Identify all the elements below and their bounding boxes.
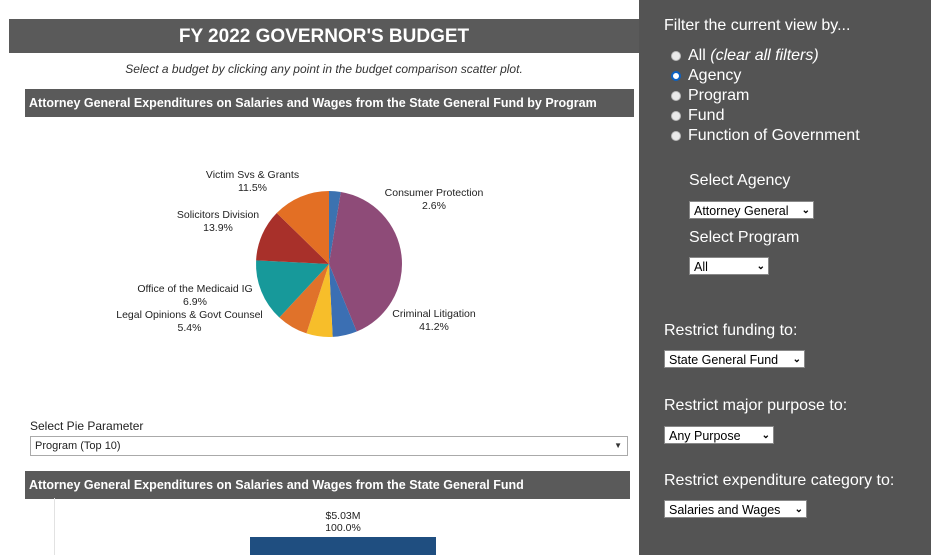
radio-circle-icon bbox=[671, 131, 681, 141]
purpose-select[interactable]: Any Purpose ⌄ bbox=[664, 426, 774, 444]
pie-param-select[interactable]: Program (Top 10) ▼ bbox=[30, 436, 628, 456]
radio-agency[interactable]: Agency bbox=[671, 67, 741, 85]
pie-label-name: Consumer Protection bbox=[384, 187, 484, 199]
pie-slice-0[interactable] bbox=[329, 191, 341, 264]
radio-program[interactable]: Program bbox=[671, 87, 749, 105]
select-program-label: Select Program bbox=[689, 229, 800, 246]
radio-selected-icon bbox=[671, 71, 681, 81]
pie-label-criminal-litigation: Criminal Litigation 41.2% bbox=[384, 308, 484, 334]
agency-select-value: Attorney General bbox=[694, 204, 789, 218]
pie-section-title: Attorney General Expenditures on Salarie… bbox=[25, 89, 634, 117]
chevron-down-icon: ⌄ bbox=[756, 261, 765, 272]
category-select[interactable]: Salaries and Wages ⌄ bbox=[664, 500, 807, 518]
main-panel: FY 2022 GOVERNOR'S BUDGET Select a budge… bbox=[0, 0, 639, 555]
pie-label-legal-opinions: Legal Opinions & Govt Counsel 5.4% bbox=[112, 309, 267, 335]
pie-label-pct: 11.5% bbox=[238, 182, 267, 194]
radio-circle-icon bbox=[671, 51, 681, 61]
pie-label-pct: 13.9% bbox=[203, 222, 233, 234]
radio-label: All bbox=[688, 47, 706, 64]
radio-label: Agency bbox=[688, 67, 742, 84]
bar-percent-label: 100.0% bbox=[325, 522, 361, 534]
program-pie-chart[interactable] bbox=[0, 0, 639, 420]
chevron-down-icon: ⌄ bbox=[761, 430, 770, 441]
pie-label-pct: 5.4% bbox=[177, 322, 202, 334]
pie-label-consumer-protection: Consumer Protection 2.6% bbox=[378, 187, 490, 213]
pie-label-pct: 6.9% bbox=[183, 296, 207, 308]
radio-function-of-government[interactable]: Function of Government bbox=[671, 127, 860, 145]
pie-label-victim-svs: Victim Svs & Grants 11.5% bbox=[200, 169, 305, 195]
radio-circle-icon bbox=[671, 111, 681, 121]
page-title: FY 2022 GOVERNOR'S BUDGET bbox=[9, 19, 639, 53]
purpose-select-value: Any Purpose bbox=[669, 429, 741, 443]
dropdown-arrow-icon: ▼ bbox=[614, 441, 622, 450]
pie-label-solicitors-division: Solicitors Division 13.9% bbox=[168, 209, 268, 235]
select-agency-label: Select Agency bbox=[689, 172, 791, 189]
chevron-down-icon: ⌄ bbox=[794, 504, 803, 515]
program-select-value: All bbox=[694, 260, 708, 274]
radio-label: Function of Government bbox=[688, 127, 860, 144]
pie-label-pct: 41.2% bbox=[419, 321, 449, 333]
chevron-down-icon: ⌄ bbox=[801, 205, 810, 216]
chevron-down-icon: ⌄ bbox=[792, 354, 801, 365]
pie-slice-4[interactable] bbox=[279, 264, 329, 334]
funding-label: Restrict funding to: bbox=[664, 322, 798, 339]
purpose-label: Restrict major purpose to: bbox=[664, 397, 848, 414]
radio-label: Program bbox=[688, 87, 750, 104]
radio-note: (clear all filters) bbox=[710, 47, 819, 64]
agency-select[interactable]: Attorney General ⌄ bbox=[689, 201, 814, 219]
pie-label-name: Legal Opinions & Govt Counsel bbox=[116, 309, 263, 321]
pie-slice-2[interactable] bbox=[329, 264, 357, 337]
funding-select-value: State General Fund bbox=[669, 353, 779, 367]
filter-title: Filter the current view by... bbox=[664, 17, 851, 34]
bar-mark[interactable] bbox=[250, 537, 436, 555]
bar-section-title: Attorney General Expenditures on Salarie… bbox=[25, 471, 630, 499]
pie-slice-5[interactable] bbox=[255, 260, 329, 318]
pie-slice-1[interactable] bbox=[329, 191, 403, 332]
pie-slice-7[interactable] bbox=[276, 191, 329, 264]
pie-slice-6[interactable] bbox=[256, 213, 329, 264]
page-subtitle: Select a budget by clicking any point in… bbox=[125, 62, 523, 76]
radio-fund[interactable]: Fund bbox=[671, 107, 724, 125]
pie-label-medicaid-ig: Office of the Medicaid IG 6.9% bbox=[130, 283, 260, 309]
pie-slice-3[interactable] bbox=[306, 264, 333, 338]
bar-value-label: $5.03M bbox=[325, 510, 361, 522]
category-select-value: Salaries and Wages bbox=[669, 503, 781, 517]
pie-label-name: Solicitors Division bbox=[176, 209, 260, 221]
filter-sidebar: Filter the current view by... All (clear… bbox=[639, 0, 931, 555]
radio-all[interactable]: All (clear all filters) bbox=[671, 47, 819, 65]
pie-label-name: Criminal Litigation bbox=[392, 308, 476, 320]
funding-select[interactable]: State General Fund ⌄ bbox=[664, 350, 805, 368]
bar-chart-area bbox=[54, 498, 635, 555]
pie-label-name: Office of the Medicaid IG bbox=[137, 283, 253, 295]
radio-label: Fund bbox=[688, 107, 725, 124]
pie-label-pct: 2.6% bbox=[422, 200, 446, 212]
pie-param-value: Program (Top 10) bbox=[35, 440, 121, 452]
program-select[interactable]: All ⌄ bbox=[689, 257, 769, 275]
category-label: Restrict expenditure category to: bbox=[664, 472, 895, 489]
pie-label-name: Victim Svs & Grants bbox=[205, 169, 300, 181]
pie-param-label: Select Pie Parameter bbox=[30, 419, 144, 433]
radio-circle-icon bbox=[671, 91, 681, 101]
